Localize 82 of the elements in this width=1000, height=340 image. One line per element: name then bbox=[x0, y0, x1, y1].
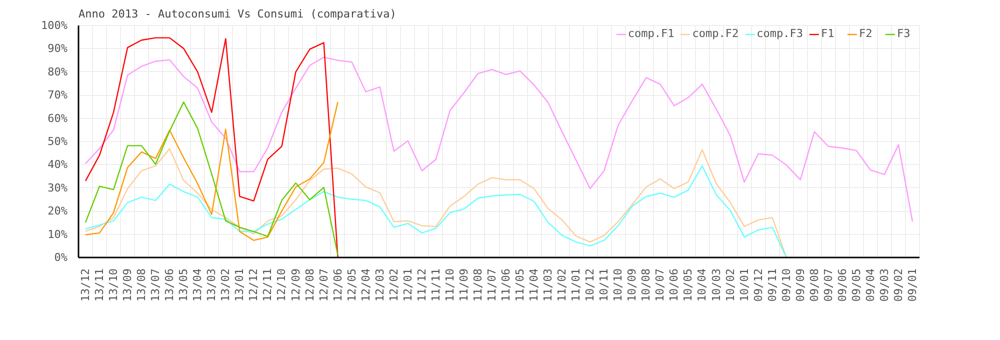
y-tick-label: 20% bbox=[48, 204, 68, 218]
x-tick-label: 11/02 bbox=[556, 268, 569, 302]
x-tick-label: 12/01 bbox=[401, 268, 414, 302]
legend-label: comp.F1 bbox=[628, 27, 674, 40]
x-tick-label: 13/05 bbox=[177, 268, 190, 302]
x-tick-label: 09/12 bbox=[752, 268, 765, 302]
x-tick-label: 12/09 bbox=[289, 268, 302, 302]
x-tick-label: 10/05 bbox=[682, 268, 695, 302]
y-tick-label: 30% bbox=[48, 181, 68, 194]
x-tick-label: 12/11 bbox=[261, 268, 274, 302]
x-tick-label: 13/01 bbox=[233, 268, 246, 302]
x-tick-label: 13/07 bbox=[149, 268, 162, 302]
x-tick-label: 11/12 bbox=[415, 268, 428, 302]
x-tick-label: 12/08 bbox=[303, 268, 316, 302]
legend-label: F2 bbox=[859, 27, 874, 40]
x-tick-label: 12/05 bbox=[345, 268, 358, 302]
legend-label: comp.F3 bbox=[756, 27, 803, 40]
legend-label: F1 bbox=[821, 27, 836, 40]
x-tick-label: 09/10 bbox=[780, 268, 793, 302]
chart-title: Anno 2013 - Autoconsumi Vs Consumi (comparativa) bbox=[78, 8, 396, 20]
x-tick-label: 10/02 bbox=[724, 268, 737, 302]
y-tick-label: 10% bbox=[48, 228, 68, 241]
y-tick-label: 70% bbox=[48, 88, 68, 102]
x-tick-label: 12/10 bbox=[275, 268, 288, 302]
x-tick-label: 11/03 bbox=[542, 268, 555, 302]
x-tick-label: 10/12 bbox=[584, 268, 597, 302]
x-tick-label: 10/10 bbox=[612, 268, 625, 302]
x-tick-label: 13/09 bbox=[121, 268, 134, 302]
x-tick-label: 13/11 bbox=[93, 268, 106, 302]
x-tick-label: 13/03 bbox=[205, 268, 218, 302]
x-tick-label: 13/02 bbox=[219, 268, 232, 302]
x-tick-label: 09/11 bbox=[766, 268, 779, 302]
x-tick-label: 09/04 bbox=[864, 268, 877, 302]
y-tick-label: 90% bbox=[48, 42, 68, 56]
x-tick-label: 11/08 bbox=[471, 268, 484, 302]
line-series bbox=[84, 148, 787, 258]
legend-label: comp.F2 bbox=[692, 27, 739, 40]
x-tick-label: 12/07 bbox=[317, 268, 330, 302]
x-tick-label: 12/06 bbox=[331, 268, 344, 302]
x-tick-label: 11/07 bbox=[485, 268, 498, 302]
x-tick-label: 09/07 bbox=[822, 268, 835, 302]
x-tick-label: 09/06 bbox=[836, 268, 849, 302]
x-tick-label: 09/09 bbox=[794, 268, 807, 302]
x-tick-label: 10/06 bbox=[668, 268, 681, 302]
x-tick-label: 09/02 bbox=[892, 268, 905, 302]
x-tick-label: 12/04 bbox=[359, 268, 372, 302]
x-tick-label: 10/08 bbox=[640, 268, 653, 302]
x-tick-label: 10/03 bbox=[710, 268, 723, 302]
line-series bbox=[84, 56, 914, 222]
x-tick-label: 10/09 bbox=[626, 268, 639, 302]
x-tick-label: 13/04 bbox=[191, 268, 204, 302]
x-tick-label: 12/03 bbox=[373, 268, 386, 302]
y-tick-label: 100% bbox=[41, 19, 68, 32]
x-tick-label: 09/03 bbox=[878, 268, 891, 302]
x-tick-label: 11/11 bbox=[429, 268, 442, 302]
line-series bbox=[84, 37, 338, 258]
x-tick-label: 13/12 bbox=[79, 268, 92, 302]
x-tick-label: 12/02 bbox=[387, 268, 400, 302]
x-tick-label: 10/11 bbox=[598, 268, 611, 302]
y-tick-label: 50% bbox=[48, 135, 68, 148]
y-tick-label: 0% bbox=[54, 251, 68, 264]
x-tick-label: 09/08 bbox=[808, 268, 821, 302]
x-tick-label: 11/09 bbox=[457, 268, 470, 302]
x-tick-label: 11/01 bbox=[570, 268, 583, 302]
y-tick-label: 40% bbox=[48, 158, 68, 172]
x-tick-label: 11/04 bbox=[528, 268, 541, 302]
x-tick-label: 10/04 bbox=[696, 268, 709, 302]
x-tick-label: 11/10 bbox=[443, 268, 456, 302]
x-tick-label: 12/12 bbox=[247, 268, 260, 302]
x-tick-label: 11/06 bbox=[500, 268, 513, 302]
y-tick-label: 80% bbox=[48, 65, 68, 78]
x-tick-label: 10/07 bbox=[654, 268, 667, 302]
x-tick-label: 13/08 bbox=[135, 268, 148, 302]
x-tick-label: 13/06 bbox=[163, 268, 176, 302]
y-tick-label: 60% bbox=[48, 112, 68, 125]
x-tick-label: 10/01 bbox=[738, 268, 751, 302]
x-tick-label: 11/05 bbox=[514, 268, 527, 302]
x-tick-label: 09/05 bbox=[850, 268, 863, 302]
legend-label: F3 bbox=[897, 27, 912, 40]
x-tick-label: 09/01 bbox=[906, 268, 919, 302]
x-tick-label: 13/10 bbox=[107, 268, 120, 302]
line-series bbox=[84, 165, 787, 258]
